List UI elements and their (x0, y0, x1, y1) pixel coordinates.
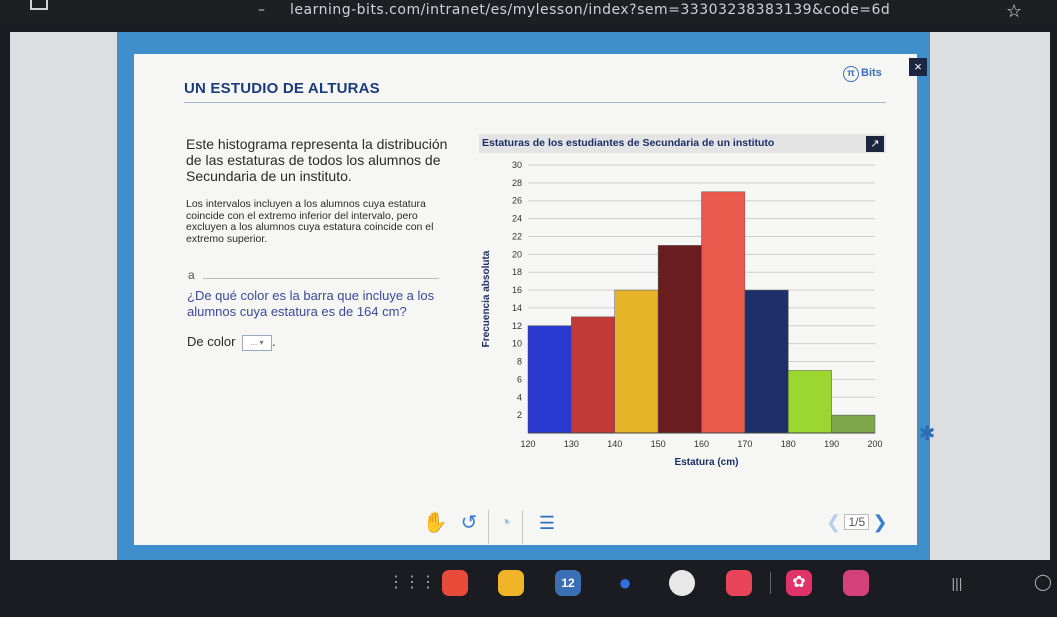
dock-divider (770, 572, 771, 594)
x-tick-label: 130 (564, 439, 579, 449)
bits-logo: π Bits (843, 66, 882, 82)
question-divider (203, 278, 439, 279)
y-tick-label: 18 (512, 267, 522, 277)
histogram-bar (744, 289, 789, 434)
histogram-bar (527, 325, 572, 434)
chat-icon[interactable]: ◔ (498, 512, 512, 534)
y-axis-label: Frecuencia absoluta (481, 250, 492, 347)
y-tick-label: 8 (517, 357, 522, 367)
close-button[interactable]: × (909, 58, 927, 76)
taskbar (0, 560, 1057, 617)
histogram-bar (571, 316, 615, 434)
page-indicator: 1/5 (844, 513, 870, 530)
camera-app-icon[interactable] (726, 570, 752, 596)
color-select[interactable]: ... ▾ (242, 334, 273, 351)
histogram-bar (831, 414, 876, 434)
x-tick-label: 170 (737, 439, 752, 449)
intro-text: Este histograma representa la distribuci… (186, 136, 448, 184)
answer-prefix: De color (187, 334, 236, 349)
tabs-icon[interactable] (30, 0, 48, 10)
note-text: Los intervalos incluyen a los alumnos cu… (186, 198, 434, 245)
expand-icon[interactable]: ↗ (866, 136, 884, 152)
x-tick-label: 120 (520, 439, 535, 449)
url-text[interactable]: learning-bits.com/intranet/es/mylesson/i… (290, 2, 891, 18)
hand-icon[interactable]: ✋ (422, 512, 448, 534)
recent-apps-icon[interactable]: ||| (951, 575, 963, 591)
y-tick-label: 14 (512, 303, 522, 313)
x-tick-label: 190 (824, 439, 839, 449)
lesson-toolbar: ✋ ↺ ◔ ☰ (420, 510, 920, 550)
y-tick-label: 12 (512, 321, 522, 331)
browser-bar: – learning-bits.com/intranet/es/mylesson… (0, 0, 1057, 24)
x-tick-label: 140 (607, 439, 622, 449)
undo-icon[interactable]: ↺ (460, 512, 478, 534)
folder-app-icon[interactable] (498, 570, 524, 596)
calendar-app-icon[interactable]: 12 (555, 570, 581, 596)
y-tick-label: 22 (512, 231, 522, 241)
minus-icon: – (258, 2, 265, 18)
pi-icon: π (843, 66, 859, 82)
question-letter: a (188, 268, 195, 282)
histogram-bar (701, 191, 746, 434)
y-tick-label: 20 (512, 249, 522, 259)
chart-title: Estaturas de los estudiantes de Secundar… (482, 137, 775, 149)
y-tick-label: 16 (512, 285, 522, 295)
histogram-bar (614, 289, 659, 434)
pager: ❮ 1/5 ❯ (826, 512, 888, 533)
answer-suffix: . (272, 334, 276, 349)
y-tick-label: 10 (512, 339, 522, 349)
y-tick-label: 2 (517, 410, 522, 420)
histogram-bar (657, 245, 702, 434)
chart-header (479, 134, 886, 153)
x-tick-label: 160 (694, 439, 709, 449)
x-tick-label: 180 (781, 439, 796, 449)
app-grid-icon[interactable]: ⋮⋮⋮ (388, 574, 436, 591)
histogram-bar (788, 370, 832, 434)
y-tick-label: 4 (517, 392, 522, 402)
x-tick-label: 150 (651, 439, 666, 449)
y-tick-label: 26 (512, 196, 522, 206)
chrome-app-icon[interactable] (669, 570, 695, 596)
y-tick-label: 24 (512, 214, 522, 224)
favorite-star-icon[interactable]: ✱ (918, 423, 936, 445)
page-title: UN ESTUDIO DE ALTURAS (184, 80, 380, 97)
y-tick-label: 30 (512, 160, 522, 170)
home-icon[interactable]: ◯ (1034, 574, 1052, 591)
y-tick-label: 28 (512, 178, 522, 188)
instagram-app-icon[interactable] (843, 570, 869, 596)
question-text: ¿De qué color es la barra que incluye a … (187, 288, 435, 319)
color-select-value: ... (250, 337, 258, 347)
flower-app-icon[interactable]: ✿ (786, 570, 812, 596)
x-axis-label: Estatura (cm) (675, 457, 739, 468)
prev-page-icon[interactable]: ❮ (826, 512, 842, 532)
checklist-icon[interactable]: ☰ (538, 513, 556, 533)
x-tick-label: 200 (867, 439, 882, 449)
logo-text: Bits (861, 67, 882, 79)
toolbar-divider-2 (522, 510, 523, 544)
notes-app-icon[interactable] (442, 570, 468, 596)
toolbar-divider (488, 510, 489, 544)
answer-line: De color ... ▾. (187, 334, 276, 351)
messages-app-icon[interactable]: ● (612, 570, 638, 596)
star-icon[interactable]: ☆ (1006, 1, 1023, 22)
next-page-icon[interactable]: ❯ (872, 512, 888, 532)
title-divider (184, 102, 886, 103)
y-tick-label: 6 (517, 374, 522, 384)
